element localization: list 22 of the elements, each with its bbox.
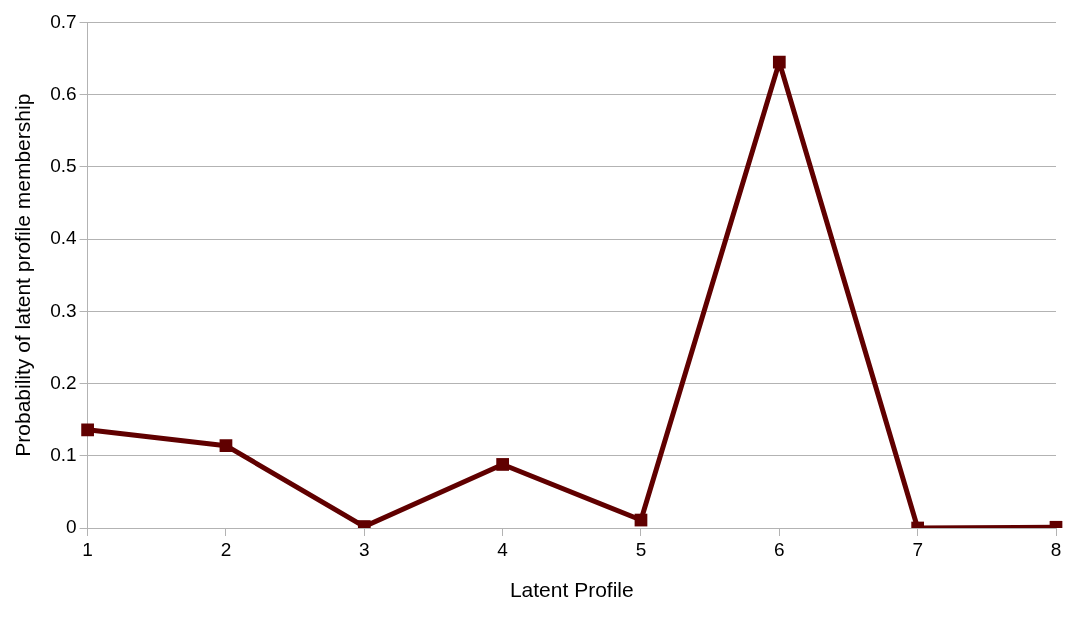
x-tick-label: 2 <box>220 538 232 560</box>
x-tick-label: 6 <box>774 538 785 560</box>
x-tick-label: 1 <box>82 538 93 560</box>
y-axis-title: Probability of latent profile membership <box>11 93 35 457</box>
point <box>772 55 786 69</box>
x-tick-label: 3 <box>359 538 370 560</box>
y-tick-label: 0.5 <box>50 155 77 177</box>
point <box>496 458 509 471</box>
y-tick-label: 0.2 <box>50 371 77 393</box>
x-axis-title: Latent Profile <box>509 578 634 602</box>
y-tick-label: 0.6 <box>50 82 77 104</box>
x-tick-label: 5 <box>635 538 647 560</box>
y-tick-label: 0.7 <box>50 10 77 32</box>
y-tick-label: 0.1 <box>50 444 77 466</box>
y-tick-label: 0.4 <box>50 227 78 249</box>
y-tick-label: 0 <box>66 516 77 538</box>
y-tick-label: 0.3 <box>50 299 77 321</box>
point <box>81 423 94 437</box>
x-tick-label: 8 <box>1050 538 1062 560</box>
x-tick-label: 7 <box>912 538 923 560</box>
point <box>219 439 233 453</box>
x-tick-label: 4 <box>497 538 509 560</box>
